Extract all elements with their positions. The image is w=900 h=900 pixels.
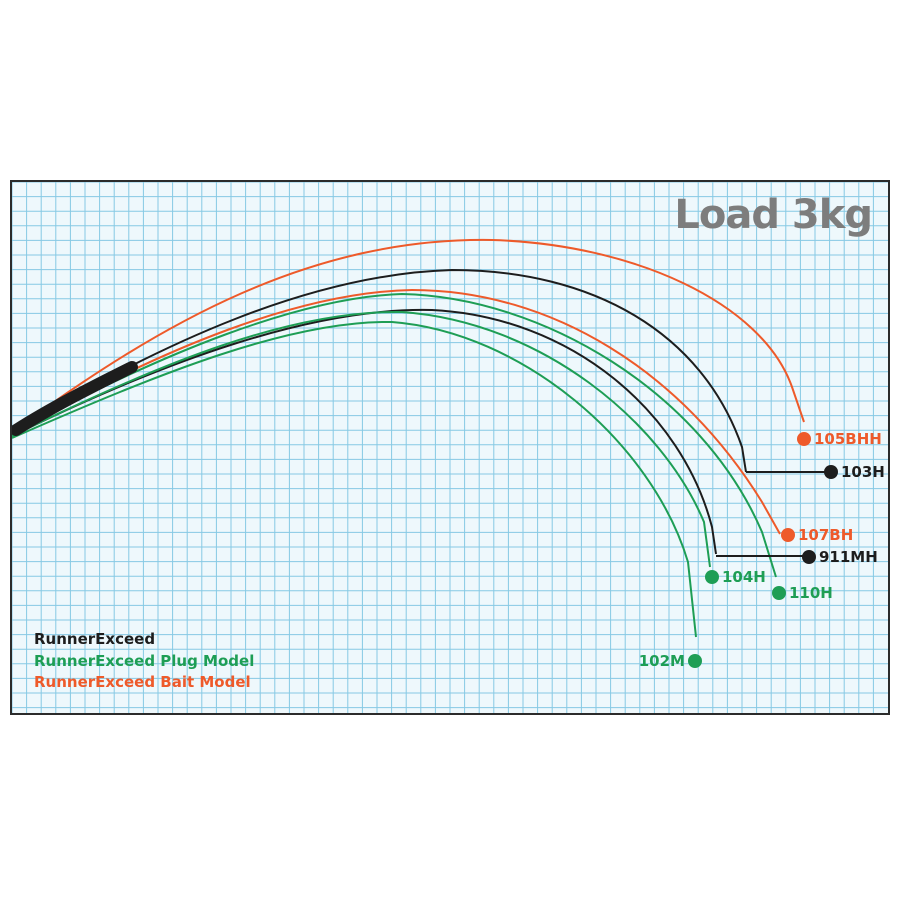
chart-title: Load 3kg [674, 192, 873, 238]
marker-103h [824, 465, 838, 479]
grid [12, 182, 888, 713]
curve-104h [12, 310, 711, 568]
rod-butt [12, 361, 138, 436]
chart-canvas: 105BHH 103H 107BH 911MH 104H 110H 102M [12, 182, 888, 713]
legend-plug-model: RunnerExceed Plug Model [34, 652, 255, 670]
label-104h: 104H [722, 568, 766, 586]
marker-110h [772, 586, 786, 600]
label-105bhh: 105BHH [814, 430, 882, 448]
curve-103h [12, 268, 747, 473]
marker-107bh [781, 528, 795, 542]
marker-105bhh [797, 432, 811, 446]
label-911mh: 911MH [819, 548, 878, 566]
marker-911mh [802, 550, 816, 564]
marker-102m [688, 654, 702, 668]
curve-102m [12, 320, 697, 638]
curve-911mh [12, 308, 717, 555]
curve-107bh [12, 288, 781, 535]
legend-runnerexceed: RunnerExceed [34, 630, 156, 648]
curve-105bhh [12, 238, 805, 433]
label-102m: 102M [639, 652, 685, 670]
label-107bh: 107BH [798, 526, 853, 544]
label-103h: 103H [841, 463, 885, 481]
label-110h: 110H [789, 584, 833, 602]
bend-curve-chart: 105BHH 103H 107BH 911MH 104H 110H 102M L… [10, 180, 890, 715]
marker-104h [705, 570, 719, 584]
legend-bait-model: RunnerExceed Bait Model [34, 673, 251, 691]
curve-110h [12, 292, 777, 578]
